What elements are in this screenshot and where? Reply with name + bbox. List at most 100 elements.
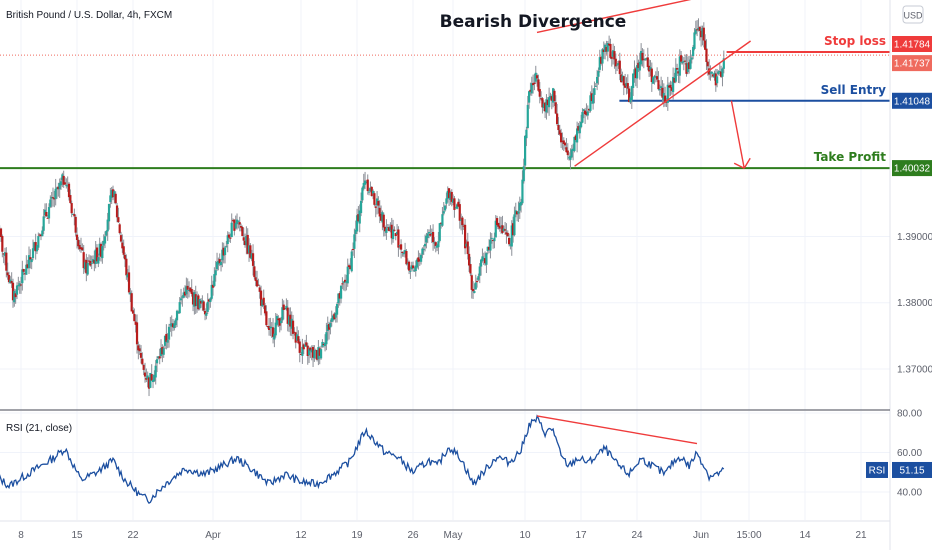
level-name-0[interactable]: Stop loss <box>824 34 886 48</box>
candle-body <box>536 75 539 79</box>
currency-button-frame[interactable] <box>902 5 924 24</box>
drawings: Stop loss Sell Entry Take Profit <box>536 0 887 169</box>
candle-body <box>69 195 72 203</box>
level-name-1[interactable]: Sell Entry <box>821 83 887 97</box>
candle-body <box>474 282 477 290</box>
candle-body <box>574 135 577 141</box>
candle-body <box>426 233 429 238</box>
candle-body <box>554 102 557 114</box>
candle-body <box>373 193 376 205</box>
candle-body <box>107 203 111 222</box>
candle-body <box>142 364 145 370</box>
trend-line-1[interactable] <box>574 40 752 167</box>
candle-body <box>135 322 139 345</box>
price-label-box-0[interactable] <box>892 36 932 52</box>
candle-body <box>592 94 595 104</box>
candle-body <box>327 324 331 330</box>
candle-body <box>618 60 621 75</box>
candle-body <box>517 211 520 214</box>
candle-body <box>226 235 229 245</box>
candle-body <box>710 71 713 74</box>
candle-body <box>26 264 29 268</box>
projection-arrow-shaft[interactable] <box>730 100 745 169</box>
candle-body <box>718 71 721 73</box>
candle-body <box>573 136 576 152</box>
candle-body <box>51 197 55 199</box>
candle-body <box>173 323 176 329</box>
candle-body <box>38 234 41 236</box>
candle-body <box>298 341 301 353</box>
candle-body <box>418 259 421 262</box>
price-label-box-3[interactable] <box>892 160 932 177</box>
candle-body <box>59 181 63 186</box>
candle-body <box>467 253 471 266</box>
rsi-title[interactable]: RSI (21, close) <box>6 423 72 434</box>
candle-body <box>608 43 611 46</box>
candle-body <box>129 292 132 295</box>
candle-body <box>286 307 289 324</box>
candle-body <box>622 76 625 86</box>
candle-body <box>243 240 247 246</box>
candle-body <box>281 307 284 321</box>
candle-body <box>633 69 636 75</box>
candle-body <box>311 346 315 358</box>
rsi-current-value-box[interactable] <box>892 461 932 478</box>
candle-body <box>569 155 572 160</box>
candle-body <box>82 252 85 269</box>
candle-body <box>175 310 179 321</box>
time-axis-tick-label: 21 <box>855 530 867 541</box>
candle-body <box>293 331 296 333</box>
candle-body <box>588 108 591 111</box>
price-label-box-1[interactable] <box>892 55 932 72</box>
level-name-2[interactable]: Take Profit <box>814 150 887 164</box>
time-axis-tick-label: 17 <box>575 530 587 541</box>
candle-body <box>114 193 117 204</box>
candle-body <box>496 218 499 226</box>
rsi-line[interactable] <box>0 414 725 504</box>
candle-body <box>353 234 356 249</box>
candle-body <box>662 92 665 100</box>
candle-body <box>383 226 387 232</box>
candle-body <box>315 350 319 360</box>
candle-body <box>199 301 203 304</box>
candle-body <box>138 348 141 352</box>
rsi-divergence-line[interactable] <box>536 415 698 445</box>
candle-body <box>504 229 507 231</box>
symbol-title[interactable]: British Pound / U.S. Dollar, 4h, FXCM <box>6 10 172 21</box>
price-label-box-2[interactable] <box>892 92 932 109</box>
candle-body <box>386 227 389 229</box>
candle-body <box>629 97 632 103</box>
candle-body <box>473 291 476 293</box>
candle-body <box>74 216 77 233</box>
candle-body <box>203 310 207 315</box>
candle-body <box>70 203 73 214</box>
candle-body <box>87 260 91 262</box>
currency-button-label[interactable]: USD <box>903 11 923 21</box>
price-label-text-2: 1.41048 <box>894 96 931 107</box>
bearish-divergence-annotation[interactable]: Bearish Divergence <box>440 12 627 32</box>
candle-body <box>18 283 21 287</box>
candle-body <box>642 58 645 60</box>
candle-body <box>403 250 407 254</box>
candle-body <box>363 180 367 185</box>
time-axis-tick-label: 26 <box>407 530 419 541</box>
currency-button[interactable]: USD <box>902 5 924 24</box>
candle-body <box>450 191 453 202</box>
price-axis-tick-label: 1.38000 <box>897 298 932 309</box>
candle-body <box>514 210 517 215</box>
trend-line-0[interactable] <box>536 0 713 34</box>
candle-body <box>81 247 84 251</box>
candle-body <box>525 129 528 139</box>
candle-body <box>449 192 452 200</box>
candle-body <box>133 313 136 322</box>
candle-body <box>616 64 619 66</box>
candle-body <box>638 61 641 71</box>
candle-body <box>159 348 163 356</box>
candle-body <box>361 187 364 201</box>
candle-body <box>39 234 43 237</box>
candle-body <box>295 334 299 341</box>
candle-body <box>453 198 456 210</box>
candle-body <box>706 61 709 67</box>
rsi-current-tag[interactable] <box>866 461 888 478</box>
